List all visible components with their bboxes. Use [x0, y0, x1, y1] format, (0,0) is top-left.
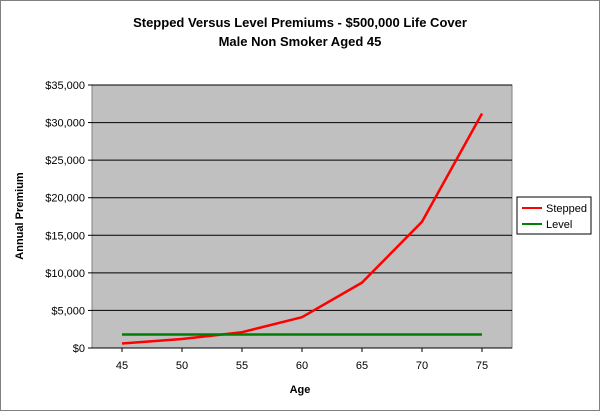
y-tick-label: $10,000	[45, 268, 85, 280]
y-tick-label: $20,000	[45, 193, 85, 205]
plot-area	[91, 84, 513, 349]
x-tick-label: 45	[116, 360, 128, 372]
y-tick-label: $0	[73, 343, 85, 355]
x-tick-label: 65	[356, 360, 368, 372]
y-tick-label: $35,000	[45, 80, 85, 92]
x-tick-label: 75	[476, 360, 488, 372]
grid-lines	[92, 84, 512, 311]
legend-label-stepped: Stepped	[546, 203, 587, 215]
x-tick-label: 50	[176, 360, 188, 372]
series-lines	[121, 112, 484, 345]
chart-subtitle: Male Non Smoker Aged 45	[218, 34, 382, 49]
y-tick-label: $25,000	[45, 155, 85, 167]
chart-title: Stepped Versus Level Premiums - $500,000…	[133, 15, 467, 30]
x-axis-title: Age	[290, 384, 311, 396]
x-axis: 45 50 55 60 65 70 75	[92, 347, 512, 372]
y-tick-label: $30,000	[45, 118, 85, 130]
y-tick-label: $5,000	[51, 305, 85, 317]
y-axis: $0 $5,000 $10,000 $15,000 $20,000 $25,000 $30,…	[45, 80, 92, 355]
series-line-stepped	[121, 112, 484, 345]
x-tick-label: 60	[296, 360, 308, 372]
x-tick-label: 55	[236, 360, 248, 372]
legend-label-level: Level	[546, 219, 572, 231]
legend-box	[516, 196, 592, 235]
x-tick-label: 70	[416, 360, 428, 372]
legend: Stepped Level	[516, 196, 592, 235]
y-axis-title: Annual Premium	[14, 172, 26, 260]
y-tick-label: $15,000	[45, 230, 85, 242]
